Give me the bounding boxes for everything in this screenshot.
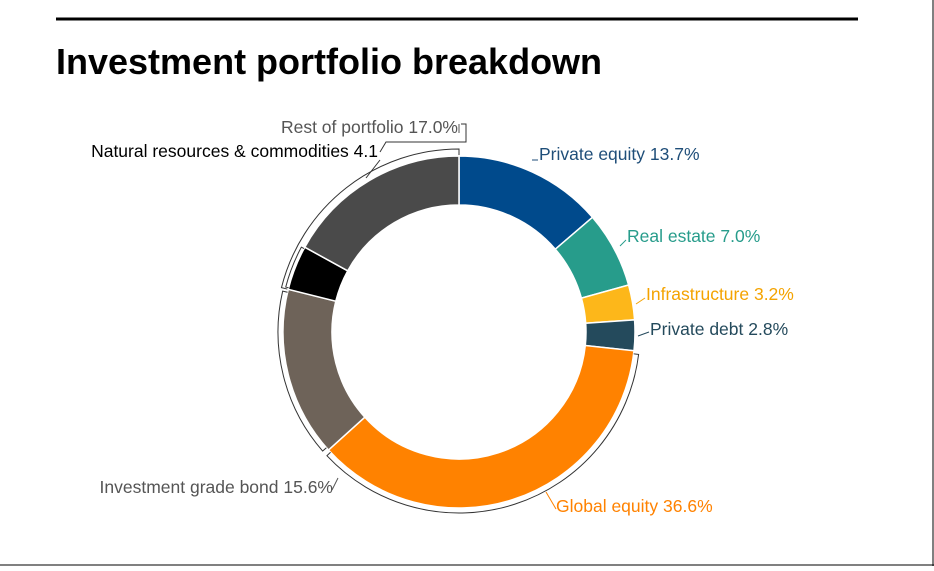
label-global-equity: Global equity 36.6%: [556, 496, 713, 516]
label-real-estate: Real estate 7.0%: [627, 226, 760, 246]
leader-lines: [331, 123, 650, 510]
slice-investment-grade-bond: [282, 288, 366, 452]
label-brackets: [277, 148, 640, 514]
bracket-investment-grade-bond: [277, 290, 327, 452]
bracket-rest-of-portfolio: [280, 148, 460, 290]
leader-rest-of-portfolio-elbow: [379, 123, 467, 153]
slice-labels: Private equity 13.7% Real estate 7.0% Infr…: [91, 117, 794, 516]
label-investment-grade-bond: Investment grade bond 15.6%: [100, 477, 334, 497]
leader-infrastructure: [635, 297, 646, 305]
label-natural-resources-and-commodities: Natural resources & commodities 4.1: [91, 141, 378, 161]
bracket-global-equity: [326, 353, 640, 514]
leader-natural-resources: [365, 159, 381, 179]
chart-title: Investment portfolio breakdown: [56, 41, 602, 82]
leader-investment-grade-bond: [331, 477, 339, 491]
label-infrastructure: Infrastructure 3.2%: [646, 284, 794, 304]
bracket-natural-resources: [285, 246, 305, 289]
slice-global-equity: [327, 344, 635, 509]
label-rest-of-portfolio: Rest of portfolio 17.0%: [281, 117, 458, 137]
slice-rest-of-portfolio: [303, 155, 460, 272]
leader-private-debt: [637, 331, 650, 337]
donut-slices: [282, 155, 636, 509]
label-private-equity: Private equity 13.7%: [539, 144, 700, 164]
leader-real-estate: [619, 239, 627, 247]
leader-global-equity: [545, 491, 557, 510]
label-private-debt: Private debt 2.8%: [650, 319, 788, 339]
